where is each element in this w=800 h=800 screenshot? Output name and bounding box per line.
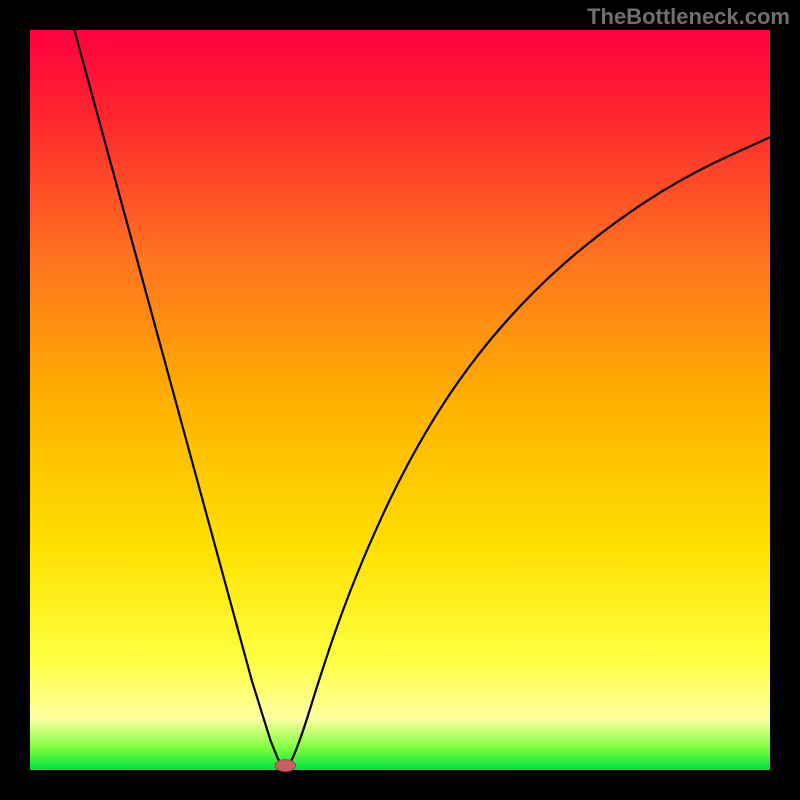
- bottleneck-chart: [0, 0, 800, 800]
- bottleneck-marker: [275, 760, 296, 772]
- plot-area: [30, 30, 770, 770]
- chart-container: TheBottleneck.com: [0, 0, 800, 800]
- watermark-text: TheBottleneck.com: [587, 4, 790, 30]
